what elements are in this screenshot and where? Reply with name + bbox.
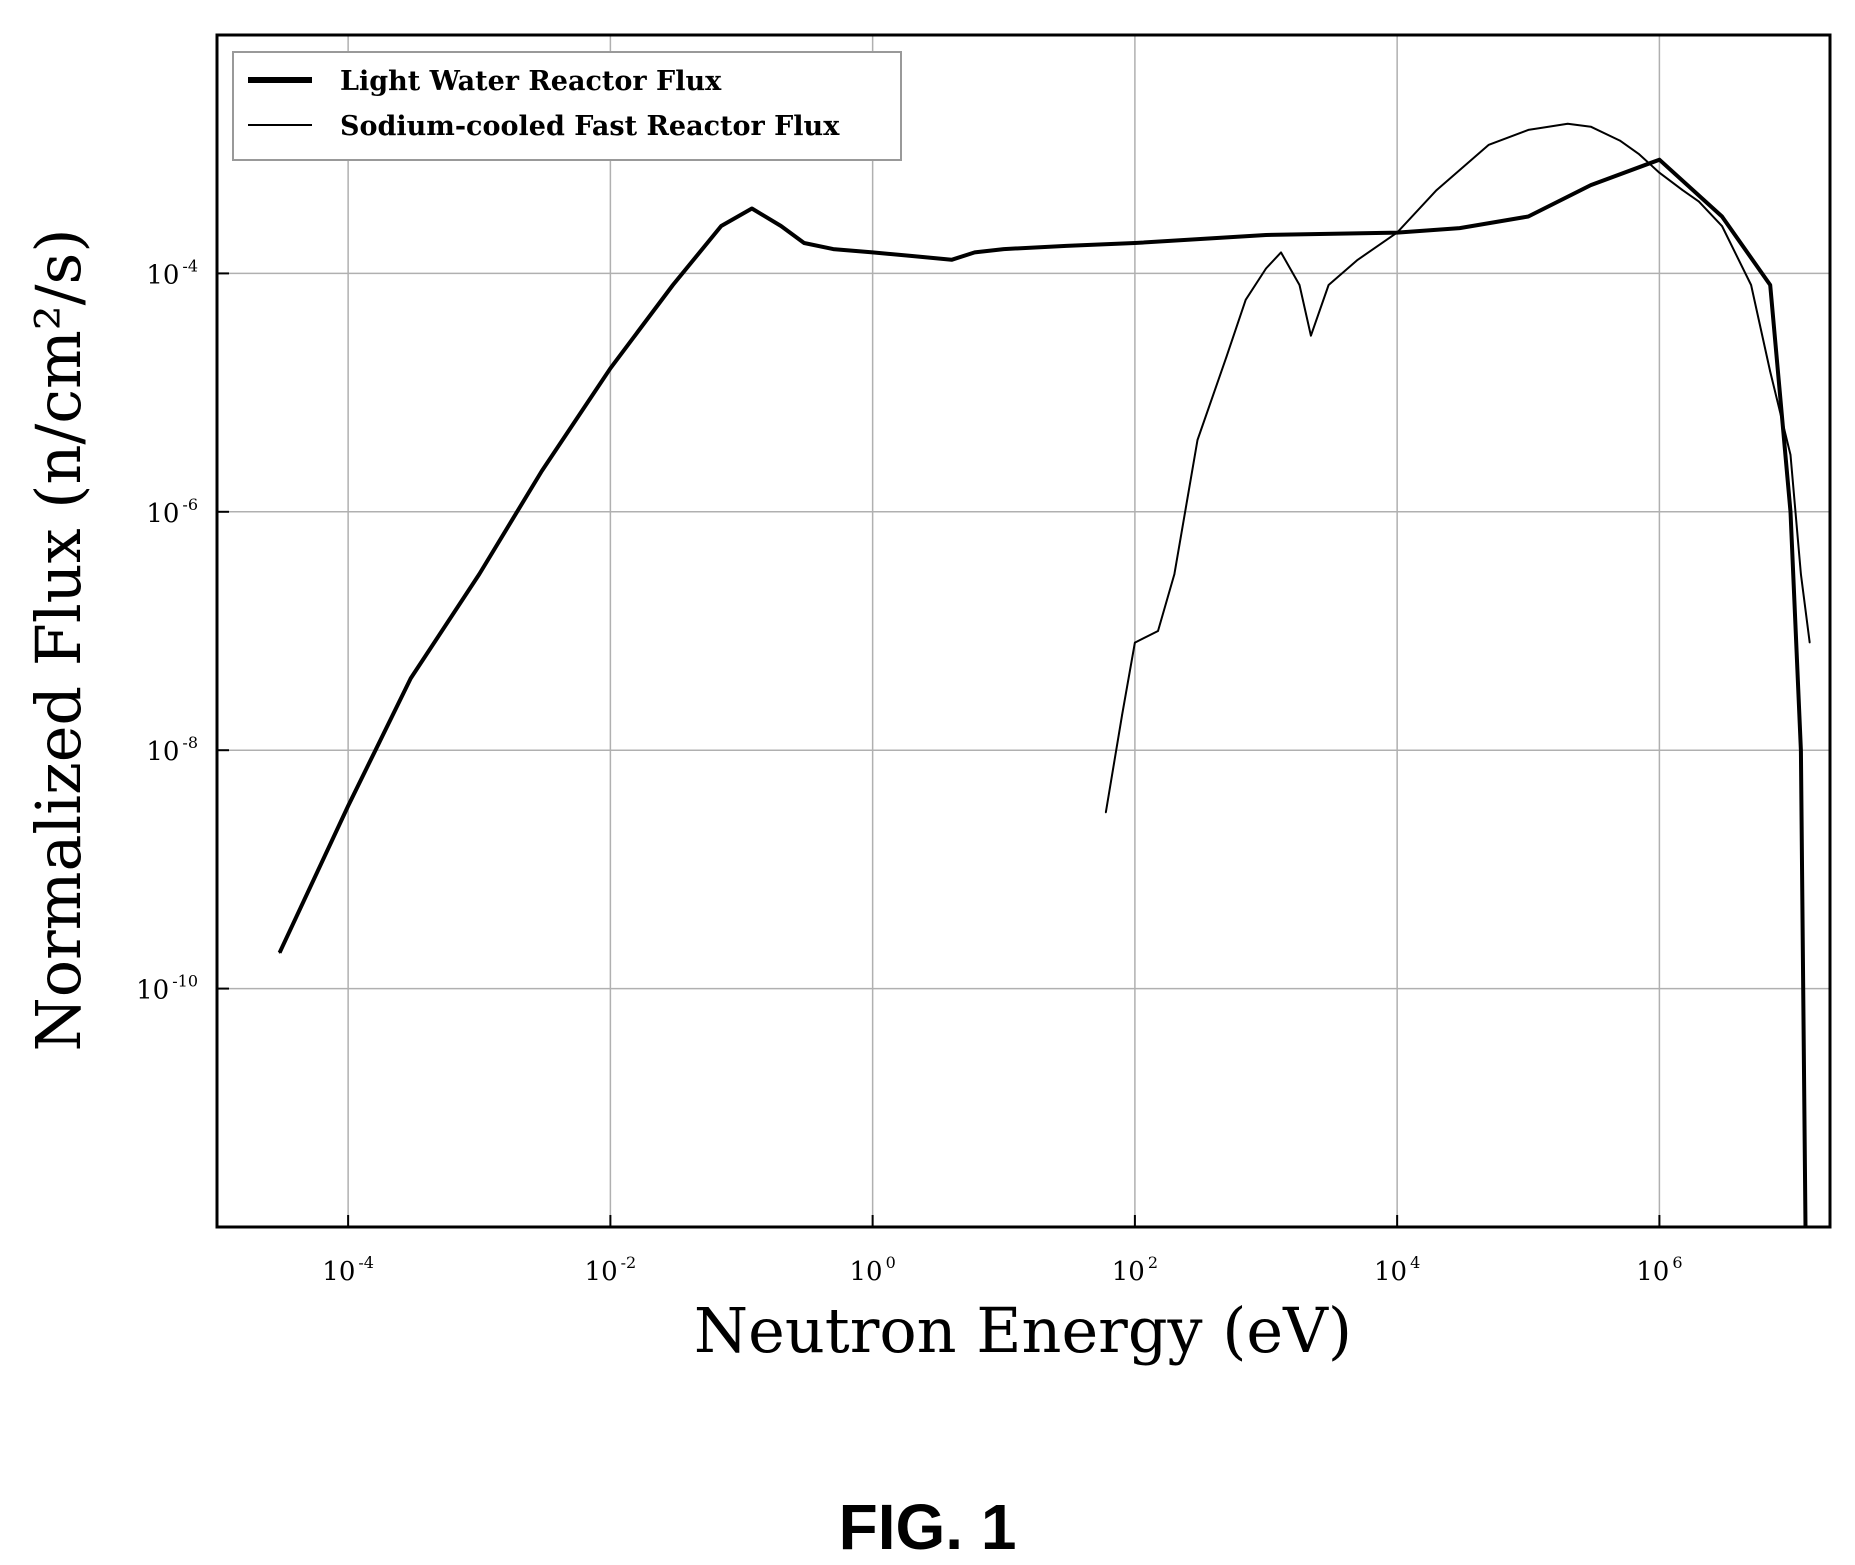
legend: Light Water Reactor Flux Sodium-cooled F… bbox=[232, 51, 902, 161]
data-point-sfr bbox=[1356, 259, 1359, 261]
data-point-lwr bbox=[541, 470, 543, 472]
data-point-lwr bbox=[911, 255, 913, 257]
data-point-sfr bbox=[1225, 355, 1228, 358]
data-point-lwr bbox=[478, 573, 481, 575]
data-point-lwr bbox=[751, 207, 753, 210]
data-point-lwr bbox=[1527, 215, 1530, 218]
data-point-sfr bbox=[1800, 573, 1802, 575]
grid-lines bbox=[217, 35, 1830, 1227]
data-point-lwr bbox=[1800, 749, 1802, 751]
data-point-lwr bbox=[1658, 158, 1661, 161]
data-point-sfr bbox=[1619, 139, 1621, 142]
data-point-lwr bbox=[950, 259, 953, 261]
series-layer bbox=[277, 122, 1811, 1227]
data-point-lwr bbox=[720, 225, 722, 227]
data-point-lwr bbox=[1265, 234, 1267, 236]
data-point-lwr bbox=[409, 677, 412, 680]
legend-label-lwr: Light Water Reactor Flux bbox=[340, 66, 722, 97]
data-point-lwr bbox=[803, 242, 805, 244]
data-point-sfr bbox=[1789, 454, 1792, 456]
data-point-sfr bbox=[1310, 334, 1312, 337]
data-point-sfr bbox=[1244, 299, 1247, 301]
x-axis-title: Neutron Energy (eV) bbox=[694, 1294, 1352, 1367]
data-point-sfr bbox=[1769, 370, 1771, 373]
data-point-sfr bbox=[1527, 129, 1530, 131]
data-point-sfr bbox=[1721, 225, 1723, 227]
flux-chart: 10 -4 10 -2 10 0 10 2 10 4 10 6 10-4 10-6 10-8 10-10 N… bbox=[22, 33, 1832, 1367]
data-point-lwr bbox=[1789, 511, 1792, 513]
data-point-sfr bbox=[1590, 125, 1592, 128]
data-point-sfr bbox=[1681, 189, 1684, 191]
data-point-sfr bbox=[1698, 200, 1700, 203]
x-tick-label: 10 0 bbox=[849, 1253, 895, 1287]
data-point-lwr bbox=[1769, 284, 1771, 286]
data-point-lwr bbox=[1134, 242, 1136, 244]
data-point-lwr bbox=[672, 284, 674, 286]
data-point-sfr bbox=[1196, 439, 1199, 441]
plot-frame bbox=[215, 33, 1832, 1229]
y-tick-label: 10 -6 bbox=[146, 495, 198, 529]
data-point-lwr bbox=[832, 248, 834, 250]
data-point-sfr bbox=[1396, 231, 1398, 234]
x-tick-label: 10 6 bbox=[1636, 1253, 1682, 1287]
data-point-lwr bbox=[1458, 227, 1461, 229]
data-point-sfr bbox=[1265, 267, 1267, 270]
data-point-sfr bbox=[1298, 284, 1301, 286]
data-point-sfr bbox=[1658, 171, 1661, 174]
data-point-sfr bbox=[1566, 123, 1569, 125]
data-point-lwr bbox=[973, 251, 976, 254]
series-line-lwr bbox=[277, 157, 1808, 1227]
data-point-sfr bbox=[1750, 284, 1752, 286]
data-point-sfr bbox=[1488, 144, 1490, 146]
legend-box bbox=[232, 51, 902, 161]
x-tick-labels: 10 -4 10 -2 10 0 10 2 10 4 10 6 bbox=[322, 1253, 1682, 1287]
y-tick-label: 10 -10 bbox=[136, 972, 198, 1006]
legend-label-sfr: Sodium-cooled Fast Reactor Flux bbox=[340, 111, 840, 142]
data-point-sfr bbox=[1808, 641, 1811, 644]
figure-caption: FIG. 1 bbox=[838, 1491, 1017, 1563]
data-point-sfr bbox=[1121, 713, 1123, 716]
data-point-sfr bbox=[1638, 153, 1640, 155]
data-point-sfr bbox=[1134, 641, 1136, 644]
data-point-sfr bbox=[1105, 811, 1107, 814]
x-tick-label: 10 -2 bbox=[585, 1253, 637, 1287]
data-point-lwr bbox=[1065, 245, 1068, 247]
data-point-lwr bbox=[347, 805, 349, 807]
data-point-lwr bbox=[871, 251, 874, 254]
data-point-sfr bbox=[1327, 284, 1330, 286]
y-tick-labels: 10-4 10-6 10-8 10-10 bbox=[136, 256, 198, 1005]
y-tick-label: 10 -4 bbox=[146, 256, 198, 290]
x-tick-label: 10 2 bbox=[1112, 1253, 1158, 1287]
x-tick-label: 10 -4 bbox=[322, 1253, 374, 1287]
data-point-lwr bbox=[609, 367, 612, 370]
x-tick-label: 10 4 bbox=[1374, 1253, 1420, 1287]
data-point-sfr bbox=[1435, 189, 1438, 191]
data-point-lwr bbox=[1003, 248, 1005, 250]
data-point-sfr bbox=[1173, 573, 1176, 575]
data-point-lwr bbox=[1590, 184, 1592, 186]
data-point-sfr bbox=[1280, 251, 1282, 254]
data-point-lwr bbox=[278, 951, 281, 954]
data-point-sfr bbox=[1157, 630, 1159, 632]
data-point-lwr bbox=[780, 225, 782, 227]
data-point-lwr bbox=[1721, 215, 1723, 218]
y-tick-label: 10 -8 bbox=[146, 733, 198, 767]
y-axis-title: Normalized Flux (n/cm²/s) bbox=[22, 228, 95, 1051]
